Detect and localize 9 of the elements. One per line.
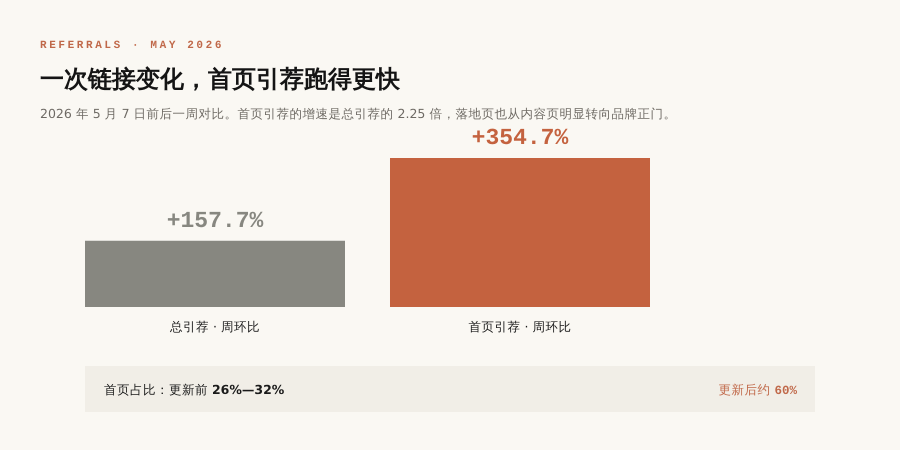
chart-title: 一次链接变化，首页引荐跑得更快	[40, 65, 401, 93]
chart-subtitle: 2026 年 5 月 7 日前后一周对比。首页引荐的增速是总引荐的 2.25 倍，落地页也从内容页明显转向品牌正门。	[40, 106, 676, 121]
text: 首页占比：更新前 26%—32%	[104, 382, 285, 397]
x-tick-label: 首页引荐 · 周环比	[468, 319, 572, 334]
text: 更新后约 60%	[718, 382, 798, 398]
text: REFERRALS · MAY 2026	[40, 40, 224, 52]
data-label: +157.7%	[166, 208, 264, 234]
data-label: +354.7%	[472, 125, 568, 151]
x-tick-label: 总引荐 · 周环比	[169, 319, 260, 334]
